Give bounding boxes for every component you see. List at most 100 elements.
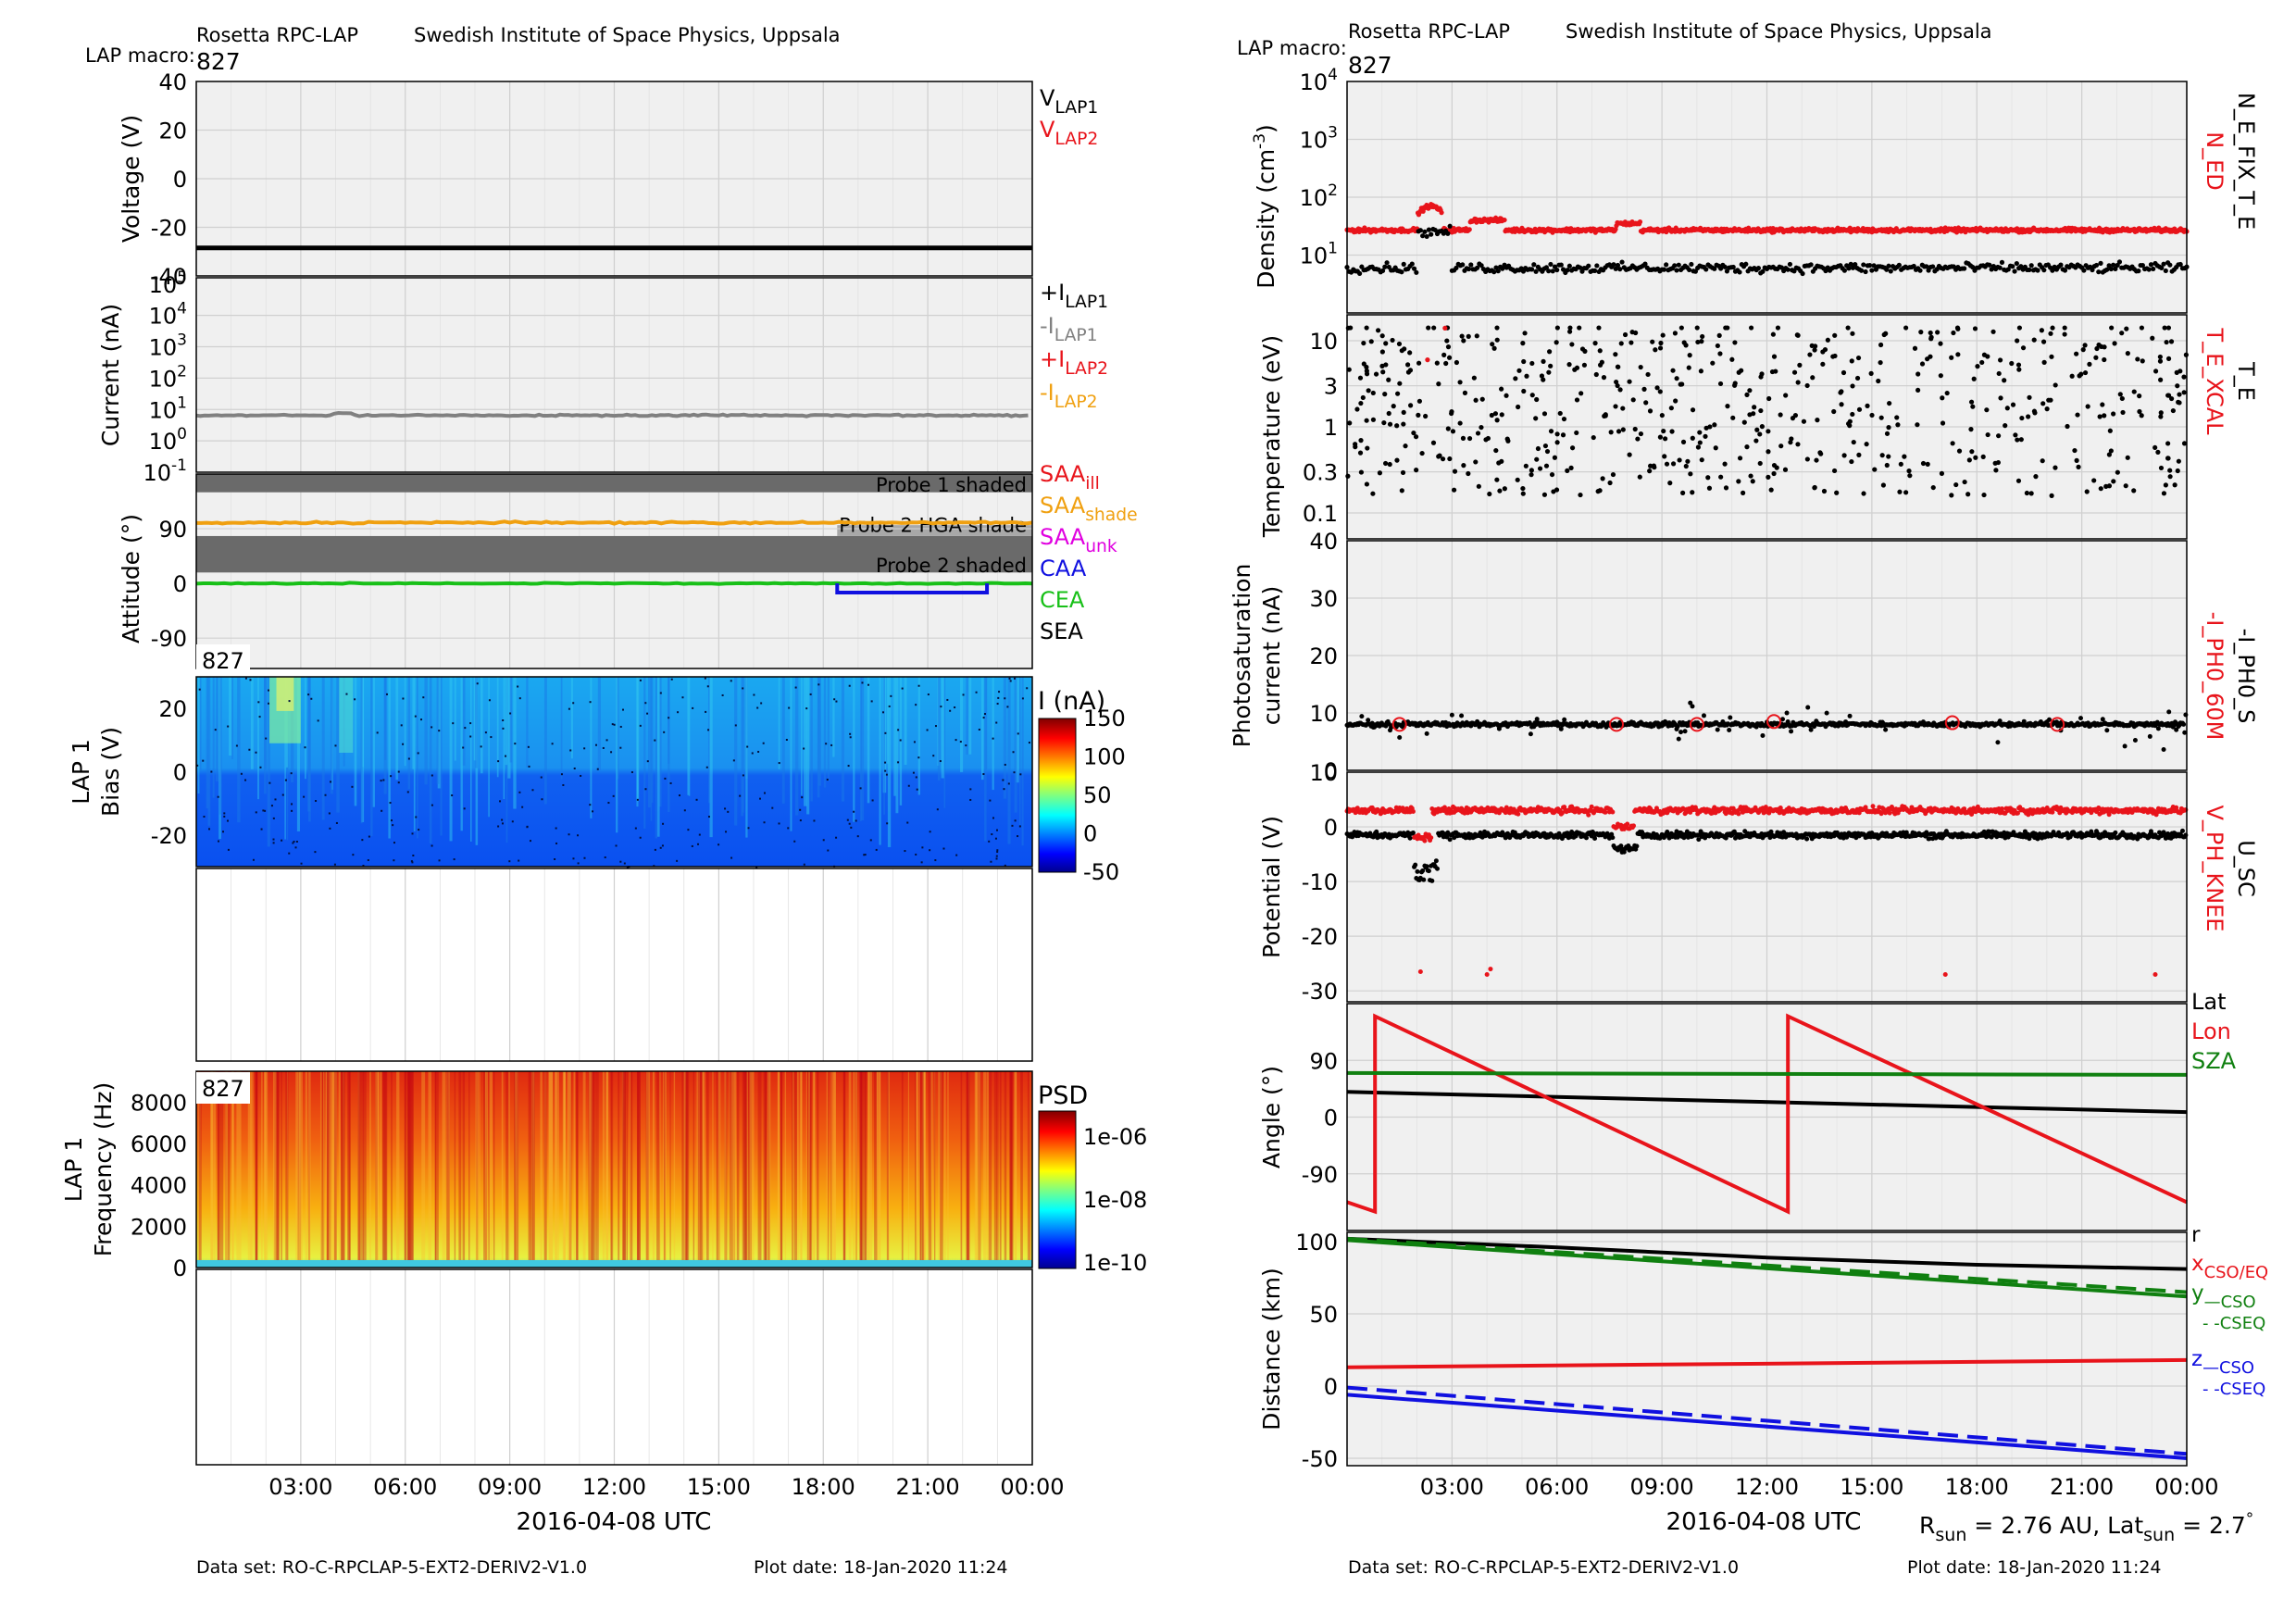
psd-heatmap-stripe: [701, 1071, 705, 1268]
temperature-dot: [2096, 342, 2102, 348]
psd-heatmap-stripe: [540, 1071, 543, 1268]
bias-heatmap-stripe: [992, 677, 994, 791]
bias-heatmap-dot: [727, 810, 730, 813]
temperature-dot: [1357, 450, 1364, 456]
temperature-dot: [1810, 375, 1816, 381]
bias-heatmap-stripe: [284, 677, 286, 840]
psd-heatmap-stripe: [595, 1071, 598, 1268]
bias-heatmap-dot: [990, 860, 992, 863]
psd-heatmap-stripe: [938, 1071, 942, 1268]
psd-heatmap-stripe: [746, 1071, 749, 1268]
attitude-y-tick-label: -90: [151, 626, 187, 652]
psd-heatmap-stripe: [357, 1071, 360, 1268]
bias-heatmap-dot: [936, 808, 939, 811]
potential-red-dot: [1909, 805, 1915, 810]
bias-heatmap-dot: [746, 745, 749, 748]
current-legend-entry: +ILAP1: [1040, 280, 1108, 312]
temperature-dot: [2102, 356, 2107, 363]
psd-heatmap-stripe: [915, 1071, 917, 1268]
density-black-dot: [1642, 261, 1648, 267]
temperature-dot: [1831, 468, 1838, 474]
bias-heatmap-stripe: [687, 677, 690, 795]
temperature-dot: [1699, 339, 1704, 344]
temperature-dot: [2087, 361, 2092, 367]
psd-heatmap-stripe: [697, 1071, 702, 1268]
bias-heatmap-dot: [801, 796, 804, 799]
bias-heatmap-dot: [417, 752, 419, 755]
psd-heatmap-stripe: [380, 1071, 382, 1268]
temperature-dot: [1847, 423, 1853, 429]
left-x-tick-label: 03:00: [268, 1474, 332, 1500]
temperature-dot: [1915, 422, 1920, 428]
temperature-dot: [1695, 339, 1701, 345]
bias-heatmap-dot: [621, 708, 624, 711]
psd-heatmap-stripe: [327, 1071, 331, 1268]
temperature-dot: [1534, 456, 1540, 462]
psd-heatmap-stripe: [656, 1071, 660, 1268]
density-black-dot: [2096, 269, 2102, 275]
bias-heatmap-stripe: [1021, 677, 1024, 846]
psd-heatmap: [196, 1071, 1032, 1268]
psd-heatmap-stripe: [805, 1071, 807, 1268]
bias-heatmap-stripe: [372, 677, 375, 807]
bias-heatmap-dot: [295, 841, 298, 843]
bias-heatmap-dot: [983, 713, 986, 716]
density-black-dot: [1617, 267, 1623, 272]
temperature-dot: [1725, 404, 1730, 409]
density-black-dot: [1382, 264, 1388, 269]
attitude-legend-entry: SAAill: [1040, 461, 1100, 493]
temperature-dot: [1654, 385, 1660, 391]
temperature-dot: [1346, 367, 1352, 372]
temperature-panel: [1345, 314, 2189, 540]
density-black-dot: [2140, 263, 2145, 269]
psd-heatmap-stripe: [978, 1071, 981, 1268]
bias-heatmap-dot: [1018, 825, 1021, 828]
density-black-dot: [1760, 269, 1766, 274]
bias-heatmap-dot: [469, 735, 472, 738]
psd-heatmap-stripe: [922, 1071, 926, 1268]
density-black-dot: [1858, 268, 1865, 273]
density-black-dot: [2005, 267, 2011, 272]
temperature-dot: [1851, 439, 1856, 445]
temperature-dot: [1809, 343, 1815, 348]
temperature-dot: [1569, 445, 1576, 451]
temperature-dot: [2165, 456, 2171, 461]
temperature-dot: [2140, 358, 2145, 364]
density-frame: [1346, 81, 2188, 314]
temperature-dot: [2002, 378, 2007, 383]
left-dataset: Data set: RO-C-RPCLAP-5-EXT2-DERIV2-V1.0: [196, 1557, 588, 1578]
temperature-dot: [1547, 349, 1553, 355]
potential-red-dot: [1410, 808, 1416, 814]
bias-heatmap-dot: [875, 848, 878, 851]
psd-heatmap-stripe: [855, 1071, 858, 1268]
temperature-dot: [1820, 361, 1826, 367]
density-black-dot: [2151, 266, 2156, 272]
attitude-y-tick-label: 0: [173, 571, 187, 597]
bias-heatmap-dot: [849, 736, 852, 739]
probe1-shade-band: [196, 474, 1032, 493]
psd-heatmap-stripe: [515, 1071, 518, 1268]
temperature-dot: [1748, 473, 1753, 479]
photosat-black-dot: [1558, 726, 1564, 731]
bias-heatmap-dot: [827, 849, 830, 852]
left-x-tick-label: 00:00: [1000, 1474, 1064, 1500]
temperature-dot: [2152, 444, 2158, 451]
temperature-dot: [2115, 469, 2120, 475]
bias-heatmap-dot: [1011, 824, 1014, 827]
temperature-dot: [2164, 339, 2169, 345]
temperature-dot: [1491, 345, 1497, 351]
probe2-shade-band: [196, 535, 1032, 573]
bias-heatmap-dot: [463, 807, 466, 810]
bias-heatmap-stripe: [853, 677, 855, 822]
temperature-dot: [1541, 377, 1546, 382]
psd-heatmap-stripe: [198, 1071, 202, 1268]
bias-heatmap-dot: [864, 854, 867, 856]
psd-colorbar-tick: 1e-10: [1083, 1250, 1147, 1276]
temperature-dot: [1970, 404, 1976, 409]
temperature-dot: [2091, 478, 2097, 483]
photosat-black-dot: [1359, 714, 1365, 719]
temperature-dot: [1856, 452, 1862, 457]
bias-heatmap-dot: [965, 744, 967, 747]
temperature-red-dot: [1442, 325, 1448, 331]
bias-heatmap-dot: [661, 844, 664, 847]
